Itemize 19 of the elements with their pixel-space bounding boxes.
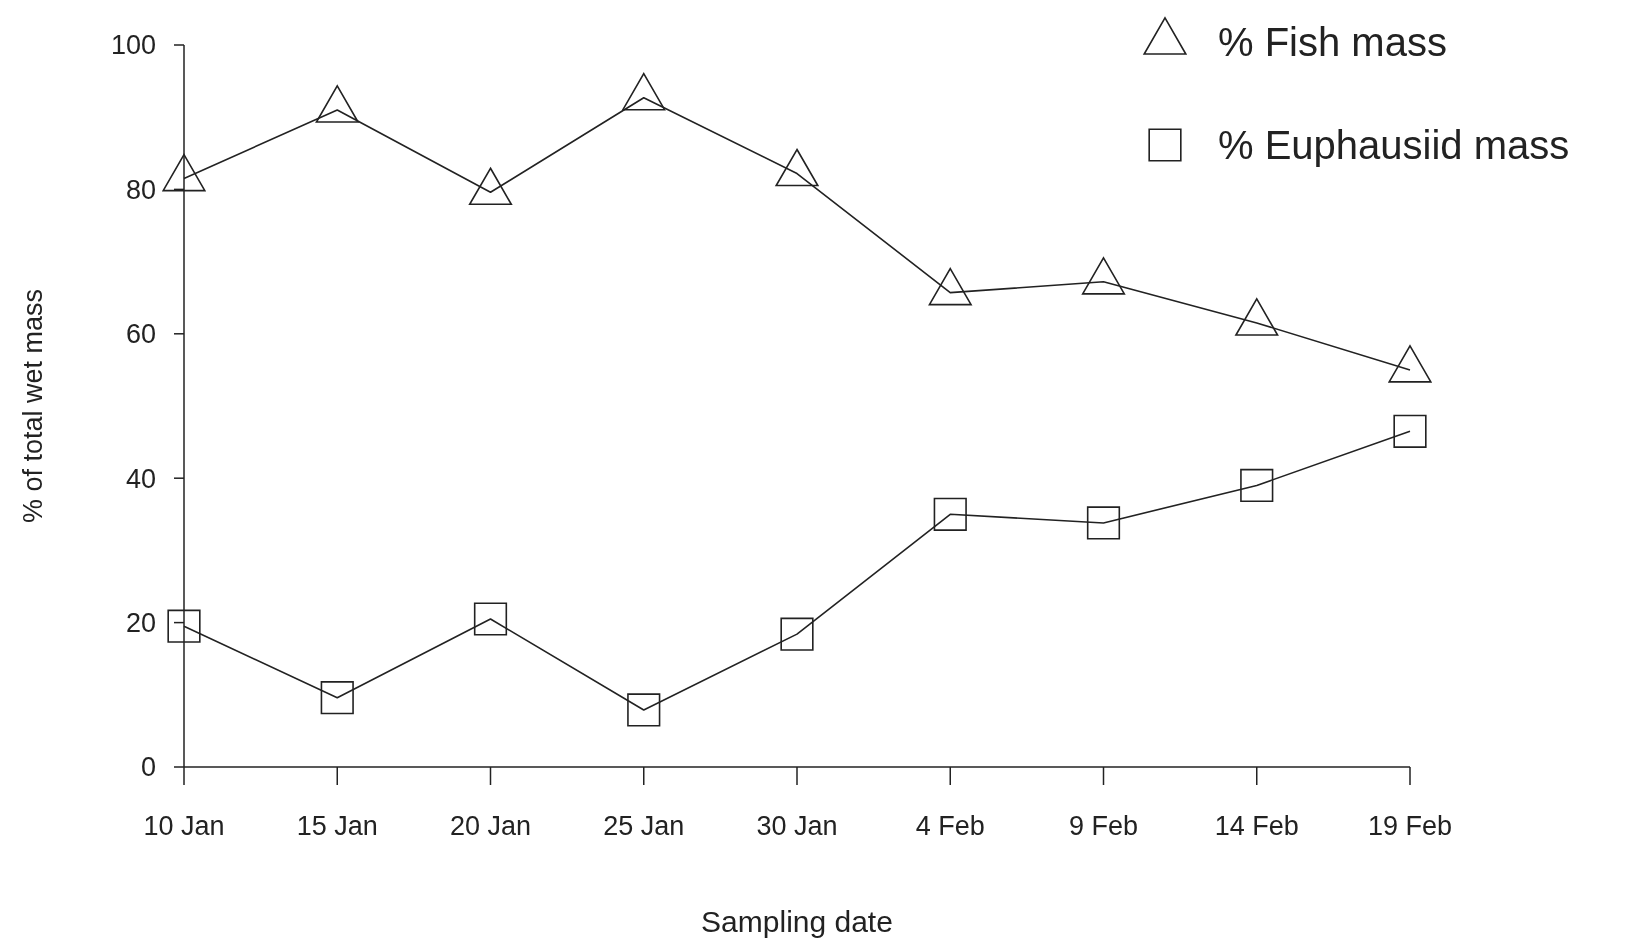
y-axis-title: % of total wet mass — [18, 288, 48, 524]
x-tick-label: 9 Feb — [1068, 811, 1139, 841]
y-tick-label: 20 — [125, 608, 156, 639]
legend-label: % Fish mass — [1218, 20, 1447, 64]
x-tick-label: 15 Jan — [296, 811, 378, 841]
x-tick-label: 25 Jan — [603, 811, 685, 841]
y-tick-label: 40 — [125, 463, 156, 494]
legend-label: % Euphausiid mass — [1218, 123, 1570, 167]
x-tick-label: 14 Feb — [1214, 811, 1299, 841]
y-tick-label: 60 — [125, 319, 156, 350]
y-tick-label: 80 — [125, 174, 156, 205]
x-tick-label: 19 Feb — [1367, 811, 1453, 841]
y-tick-label: 100 — [110, 30, 156, 61]
x-axis-title: Sampling date — [701, 905, 893, 938]
x-tick-label: 4 Feb — [915, 811, 985, 841]
x-tick-label: 10 Jan — [143, 811, 225, 841]
x-tick-label: 30 Jan — [756, 811, 838, 841]
x-tick-label: 20 Jan — [449, 811, 532, 841]
y-tick-label: 0 — [140, 752, 156, 783]
